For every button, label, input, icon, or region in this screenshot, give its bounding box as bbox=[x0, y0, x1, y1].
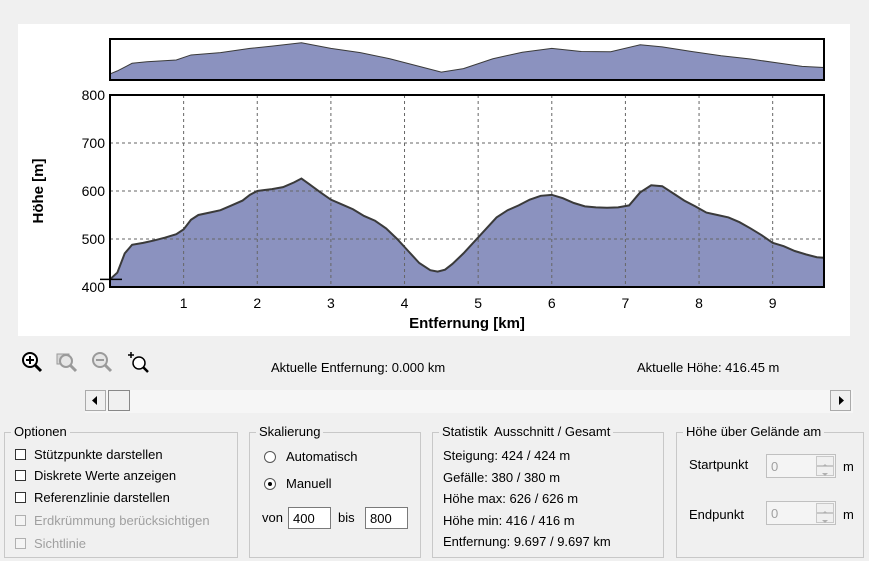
option-discrete-values[interactable]: Diskrete Werte anzeigen bbox=[15, 468, 176, 483]
spinner-value: 0 bbox=[771, 506, 779, 521]
checkbox bbox=[15, 538, 26, 549]
options-title: Optionen bbox=[11, 424, 70, 439]
option-label: Diskrete Werte anzeigen bbox=[34, 468, 177, 483]
option-label: Erdkrümmung berücksichtigen bbox=[34, 513, 210, 528]
x-tick-label: 9 bbox=[769, 295, 777, 311]
stat-height-min: Höhe min: 416 / 416 m bbox=[443, 513, 575, 528]
option-earth-curvature: Erdkrümmung berücksichtigen bbox=[15, 513, 210, 528]
option-label: Sichtlinie bbox=[34, 536, 87, 551]
scaling-title: Skalierung bbox=[256, 424, 324, 439]
end-point-spinner: 0 bbox=[766, 501, 836, 525]
y-tick-label: 800 bbox=[82, 87, 106, 103]
x-tick-label: 3 bbox=[327, 295, 335, 311]
height-above-terrain-group: Höhe über Gelände am Startpunkt 0 m Endp… bbox=[676, 424, 864, 558]
to-label: bis bbox=[338, 510, 355, 525]
zoom-region-icon[interactable] bbox=[55, 350, 79, 374]
spin-down-icon bbox=[816, 513, 834, 523]
horizontal-scrollbar[interactable] bbox=[85, 390, 853, 413]
scroll-right-button[interactable] bbox=[830, 390, 851, 411]
end-unit: m bbox=[843, 507, 854, 522]
arrow-right-icon bbox=[839, 396, 844, 405]
x-tick-label: 8 bbox=[695, 295, 703, 311]
y-tick-label: 400 bbox=[82, 279, 106, 295]
x-tick-label: 1 bbox=[180, 295, 188, 311]
option-label: Referenzlinie darstellen bbox=[34, 490, 170, 505]
option-label: Stützpunkte darstellen bbox=[34, 447, 163, 462]
y-tick-labels: 400 500 600 700 800 bbox=[82, 87, 106, 295]
scroll-thumb[interactable] bbox=[108, 390, 130, 411]
overview-frame bbox=[109, 38, 825, 81]
checkbox bbox=[15, 515, 26, 526]
statistics-group: Statistik Ausschnitt / Gesamt Steigung: … bbox=[432, 424, 664, 558]
scale-to-input[interactable]: 800 bbox=[365, 507, 408, 529]
scale-from-input[interactable]: 400 bbox=[288, 507, 331, 529]
spin-up-icon bbox=[816, 456, 834, 467]
y-tick-label: 700 bbox=[82, 135, 106, 151]
start-point-label: Startpunkt bbox=[689, 457, 749, 472]
end-point-label: Endpunkt bbox=[689, 507, 744, 522]
stat-height-max: Höhe max: 626 / 626 m bbox=[443, 491, 579, 506]
options-group: Optionen Stützpunkte darstellen Diskrete… bbox=[4, 424, 238, 558]
overview-area bbox=[110, 42, 824, 80]
grid bbox=[110, 95, 824, 287]
x-tick-label: 6 bbox=[548, 295, 556, 311]
checkbox[interactable] bbox=[15, 492, 26, 503]
terrain-title: Höhe über Gelände am bbox=[683, 424, 825, 439]
zoom-in-icon[interactable] bbox=[20, 350, 44, 374]
main-line bbox=[109, 177, 825, 281]
y-tick-label: 500 bbox=[82, 231, 106, 247]
checkbox[interactable] bbox=[15, 449, 26, 460]
zoom-reset-icon[interactable] bbox=[126, 350, 150, 374]
radio-label: Manuell bbox=[286, 476, 332, 491]
from-label: von bbox=[262, 510, 283, 525]
elevation-chart[interactable]: 400 500 600 700 800 1 2 3 4 5 6 7 8 9 Höhe [m] Entfe… bbox=[18, 24, 850, 336]
spin-up-icon bbox=[816, 503, 834, 514]
option-support-points[interactable]: Stützpunkte darstellen bbox=[15, 447, 163, 462]
start-unit: m bbox=[843, 459, 854, 474]
scroll-left-button[interactable] bbox=[85, 390, 106, 411]
spinner-value: 0 bbox=[771, 459, 779, 474]
stat-distance: Entfernung: 9.697 / 9.697 km bbox=[443, 534, 611, 549]
overview-chart[interactable] bbox=[109, 38, 825, 81]
radio-label: Automatisch bbox=[286, 449, 358, 464]
x-tick-label: 4 bbox=[401, 295, 409, 311]
radio-button[interactable] bbox=[264, 450, 276, 463]
option-reference-line[interactable]: Referenzlinie darstellen bbox=[15, 490, 170, 505]
checkbox[interactable] bbox=[15, 470, 26, 481]
x-tick-label: 5 bbox=[474, 295, 482, 311]
main-area bbox=[110, 178, 824, 287]
x-axis-label: Entfernung [km] bbox=[409, 315, 525, 332]
overview-line bbox=[109, 42, 825, 75]
scaling-auto-radio[interactable]: Automatisch bbox=[264, 449, 358, 464]
start-point-spinner: 0 bbox=[766, 454, 836, 478]
stat-ascent: Steigung: 424 / 424 m bbox=[443, 448, 571, 463]
main-chart[interactable]: 400 500 600 700 800 1 2 3 4 5 6 7 8 9 Höhe [m] Entfe… bbox=[30, 87, 825, 332]
y-tick-label: 600 bbox=[82, 183, 106, 199]
main-frame bbox=[109, 94, 825, 288]
chart-panel: 400 500 600 700 800 1 2 3 4 5 6 7 8 9 Höhe [m] Entfe… bbox=[18, 24, 850, 336]
stat-descent: Gefälle: 380 / 380 m bbox=[443, 470, 561, 485]
arrow-left-icon bbox=[92, 396, 97, 405]
x-tick-label: 7 bbox=[622, 295, 630, 311]
scaling-manual-radio[interactable]: Manuell bbox=[264, 476, 332, 491]
zoom-out-icon[interactable] bbox=[90, 350, 114, 374]
spin-down-icon bbox=[816, 466, 834, 476]
current-distance: Aktuelle Entfernung: 0.000 km bbox=[271, 360, 446, 375]
current-height: Aktuelle Höhe: 416.45 m bbox=[637, 360, 780, 375]
y-axis-label: Höhe [m] bbox=[30, 159, 47, 224]
x-tick-label: 2 bbox=[253, 295, 261, 311]
scaling-group: Skalierung Automatisch Manuell von 400 b… bbox=[249, 424, 421, 558]
radio-button[interactable] bbox=[264, 477, 276, 490]
statistics-title: Statistik Ausschnitt / Gesamt bbox=[439, 424, 614, 439]
x-tick-labels: 1 2 3 4 5 6 7 8 9 bbox=[180, 295, 777, 311]
option-line-of-sight: Sichtlinie bbox=[15, 536, 86, 551]
